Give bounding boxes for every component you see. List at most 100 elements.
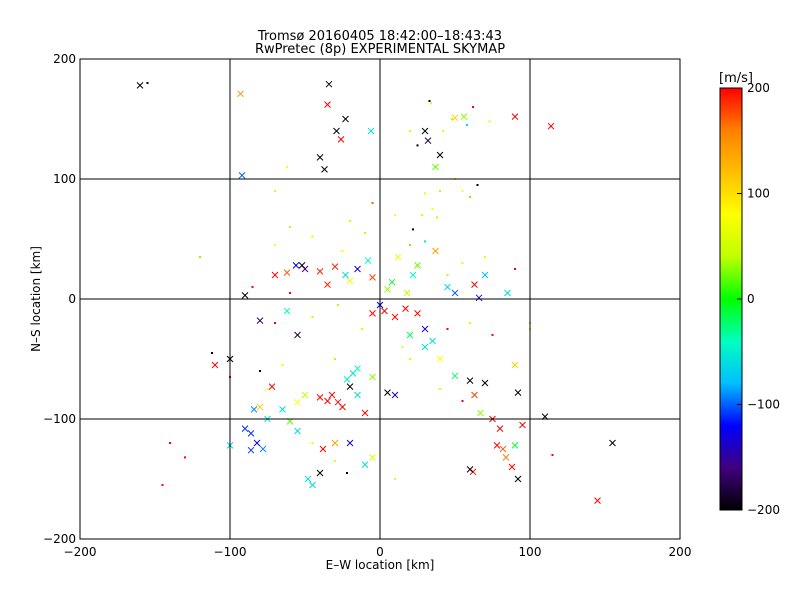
data-point-cross xyxy=(451,372,459,380)
data-point-cross xyxy=(247,446,255,454)
colorbar-tick-label: −100 xyxy=(747,398,780,412)
chart-title: Tromsø 20160405 18:42:00–18:43:43 xyxy=(257,29,502,44)
data-point-cross xyxy=(364,257,372,264)
x-axis-label: E–W location [km] xyxy=(326,558,435,572)
y-tick-label: 0 xyxy=(68,292,76,306)
data-point-cross xyxy=(237,90,244,98)
colorbar-tick-label: 100 xyxy=(747,187,770,201)
y-tick-label: 200 xyxy=(53,52,76,66)
data-point-dot xyxy=(289,226,291,228)
y-axis-ticks: −200 −100 0 100 200 xyxy=(43,52,680,546)
data-point-cross xyxy=(283,307,291,315)
y-tick-label: −200 xyxy=(43,532,76,546)
data-point-dot xyxy=(361,328,363,330)
data-point-dot xyxy=(364,232,366,234)
chart-subtitle: RwPretec (8p) EXPERIMENTAL SKYMAP xyxy=(255,42,505,57)
data-point-dot xyxy=(341,250,344,252)
data-point-cross xyxy=(381,307,388,315)
data-point-cross xyxy=(301,391,309,399)
data-point-dot xyxy=(461,190,464,192)
data-point-cross xyxy=(481,379,489,387)
data-point-dot xyxy=(436,216,438,219)
data-point-dot xyxy=(289,292,291,294)
data-point-cross xyxy=(511,113,519,120)
data-point-cross xyxy=(384,389,391,396)
data-point-cross xyxy=(250,406,258,413)
data-point-cross xyxy=(424,137,432,144)
data-point-cross xyxy=(466,466,474,473)
data-point-cross xyxy=(361,461,369,468)
data-point-cross xyxy=(259,445,267,453)
data-point-cross xyxy=(319,445,327,453)
data-point-dot xyxy=(334,460,336,462)
colorbar-tick-label: −200 xyxy=(747,503,780,517)
y-tick-label: 100 xyxy=(53,172,76,186)
data-point-cross xyxy=(268,383,276,390)
data-point-cross xyxy=(241,425,249,432)
data-point-dot xyxy=(349,220,351,222)
data-point-cross xyxy=(367,127,375,135)
data-point-cross xyxy=(547,122,555,130)
data-point-dot xyxy=(430,102,432,105)
data-point-cross xyxy=(354,391,361,399)
data-point-cross xyxy=(211,361,219,369)
data-point-dot xyxy=(412,228,414,231)
y-tick-label: −100 xyxy=(43,412,76,426)
data-point-dot xyxy=(184,456,186,459)
data-point-cross xyxy=(403,289,411,297)
data-point-dot xyxy=(274,190,276,192)
data-point-dot xyxy=(446,274,449,276)
data-point-cross xyxy=(238,172,246,179)
data-point-cross xyxy=(324,397,331,405)
data-point-cross xyxy=(279,406,286,413)
data-point-cross xyxy=(328,391,336,399)
data-point-dot xyxy=(491,334,494,336)
data-point-cross xyxy=(471,281,478,288)
colorbar-tick-label: 200 xyxy=(747,81,770,95)
data-point-dot xyxy=(161,484,164,486)
data-point-cross xyxy=(414,310,421,317)
x-axis-ticks: −200 −100 0 100 200 xyxy=(64,59,691,559)
data-point-dot xyxy=(461,262,464,264)
data-point-cross xyxy=(354,265,361,273)
data-point-cross xyxy=(309,481,316,489)
data-point-cross xyxy=(354,365,361,372)
colorbar-label: [m/s] xyxy=(719,71,753,86)
data-point-dot xyxy=(274,322,276,324)
data-point-cross xyxy=(271,271,279,279)
data-point-cross xyxy=(136,82,144,89)
data-point-cross xyxy=(339,403,346,411)
data-point-dot xyxy=(446,328,449,330)
data-point-cross xyxy=(414,262,421,269)
data-point-cross xyxy=(460,113,468,120)
data-point-cross xyxy=(256,403,264,411)
data-point-cross xyxy=(402,305,409,312)
data-point-cross xyxy=(429,337,436,345)
data-point-cross xyxy=(253,439,261,447)
y-axis-label: N–S location [km] xyxy=(29,246,43,352)
data-point-cross xyxy=(342,115,349,123)
data-point-dot xyxy=(371,202,374,204)
data-point-cross xyxy=(346,439,354,447)
plot-title: Tromsø 20160405 18:42:00–18:43:43 RwPret… xyxy=(255,29,505,57)
data-point-cross xyxy=(361,409,369,417)
data-point-cross xyxy=(346,277,354,285)
data-point-cross xyxy=(499,445,507,453)
data-point-cross xyxy=(346,383,354,390)
data-point-cross xyxy=(304,475,312,483)
data-point-dot xyxy=(466,124,468,126)
grid-lines xyxy=(80,59,680,539)
data-point-cross xyxy=(369,373,376,381)
data-point-cross xyxy=(421,343,429,351)
data-point-cross xyxy=(594,497,601,504)
data-point-cross xyxy=(325,80,333,88)
data-point-dot xyxy=(259,370,261,372)
data-point-cross xyxy=(421,127,429,135)
data-point-dot xyxy=(469,196,471,198)
data-point-dot xyxy=(211,352,213,354)
data-point-cross xyxy=(502,454,510,461)
data-point-cross xyxy=(342,271,349,279)
data-point-dot xyxy=(311,316,314,318)
data-point-cross xyxy=(436,151,444,159)
data-point-dot xyxy=(286,166,288,168)
